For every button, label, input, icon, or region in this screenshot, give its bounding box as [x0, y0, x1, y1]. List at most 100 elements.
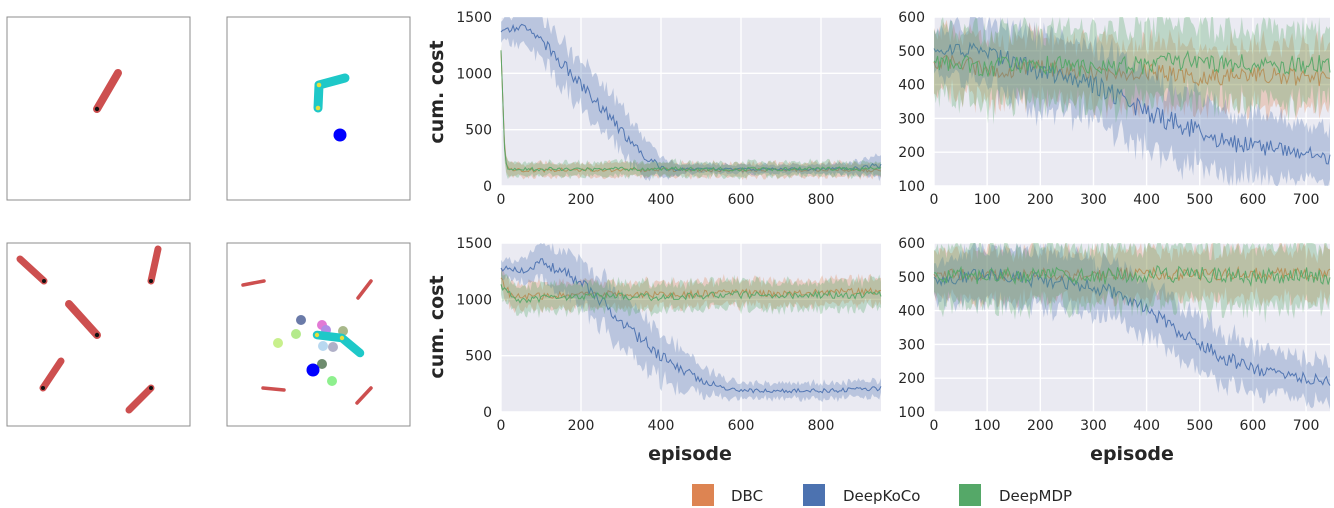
- distractor-pole: [241, 279, 266, 287]
- y-tick-label: 500: [465, 349, 492, 365]
- x-tick-label: 700: [1293, 418, 1320, 434]
- pendulum-pivot: [42, 279, 46, 283]
- x-tick-label: 300: [1080, 418, 1107, 434]
- plot-area: 0 100 200 300 400 500 600 700 100 200 300 400 500 600: [898, 10, 1331, 208]
- y-tick-label: 600: [898, 236, 925, 252]
- distractor-pole: [147, 245, 162, 285]
- x-tick-label: 400: [648, 192, 675, 208]
- line-deepmdp: [933, 49, 1331, 77]
- y-tick-label: 1000: [456, 292, 492, 308]
- plot-area: 0 200 400 600 800 0 500 1000 1500: [456, 10, 882, 208]
- chart-top-right: 0 100 200 300 400 500 600 700 100 200 300 400 500 600: [898, 10, 1331, 208]
- y-tick-label: 0: [483, 405, 492, 421]
- distractor-ball: [291, 329, 301, 339]
- distractor-ball: [338, 326, 348, 336]
- y-tick-label: 500: [898, 44, 925, 60]
- legend-label-deepkoco: DeepKoCo: [843, 487, 920, 505]
- x-tick-label: 100: [974, 192, 1001, 208]
- x-tick-label: 600: [1240, 418, 1267, 434]
- x-tick-label: 400: [1133, 192, 1160, 208]
- band-deepkoco: [501, 17, 881, 182]
- env-pendulum-distractors: [6, 242, 191, 427]
- line-deepkoco: [933, 266, 1331, 386]
- legend: DBC DeepKoCo DeepMDP: [692, 484, 1072, 506]
- x-tick-label: 400: [648, 418, 675, 434]
- distractor-ball: [273, 338, 283, 348]
- x-tick-label: 800: [808, 192, 835, 208]
- line-dbc: [933, 54, 1331, 87]
- plot-background: [501, 243, 881, 412]
- y-axis-label: cum. cost: [426, 275, 448, 378]
- x-tick-label: 400: [1133, 418, 1160, 434]
- y-tick-label: 500: [465, 123, 492, 139]
- x-tick-label: 0: [930, 418, 939, 434]
- x-tick-label: 500: [1186, 192, 1213, 208]
- band-deepmdp: [934, 243, 1330, 323]
- distractor-ball: [327, 376, 337, 386]
- y-axis-label: cum. cost: [426, 40, 448, 143]
- y-tick-label: 400: [898, 78, 925, 94]
- y-tick-label: 300: [898, 337, 925, 353]
- y-tick-label: 1500: [456, 10, 492, 26]
- pendulum-pivot: [94, 106, 100, 112]
- band-deepmdp: [934, 17, 1330, 125]
- x-tick-label: 0: [497, 418, 506, 434]
- x-tick-label: 0: [930, 192, 939, 208]
- line-dbc: [500, 50, 882, 173]
- pendulum-pole: [93, 69, 122, 113]
- distractor-ball: [296, 315, 306, 325]
- y-tick-label: 400: [898, 304, 925, 320]
- x-tick-label: 600: [728, 192, 755, 208]
- plot-area: 0 200 400 600 800 0 500 1000 1500: [456, 236, 882, 434]
- chart-bottom-right: 0 100 200 300 400 500 600 700 100 200 300 400 500 600…: [898, 236, 1331, 465]
- legend-label-deepmdp: DeepMDP: [999, 487, 1072, 505]
- x-tick-label: 0: [497, 192, 506, 208]
- x-tick-label: 600: [728, 418, 755, 434]
- x-tick-label: 200: [568, 418, 595, 434]
- x-tick-label: 300: [1080, 192, 1107, 208]
- x-tick-label: 500: [1186, 418, 1213, 434]
- legend-swatch-deepmdp: [959, 484, 981, 506]
- y-tick-label: 200: [898, 145, 925, 161]
- x-tick-label: 200: [568, 192, 595, 208]
- distractor-ball: [318, 341, 328, 351]
- x-axis-label: episode: [1090, 443, 1174, 465]
- y-tick-label: 200: [898, 371, 925, 387]
- pendulum-pivot: [149, 279, 153, 283]
- y-tick-label: 1000: [456, 66, 492, 82]
- band-deepmdp: [501, 43, 881, 180]
- chart-bottom-left: 0 200 400 600 800 0 500 1000 1500 cum. cost epis…: [426, 236, 882, 465]
- x-tick-label: 600: [1240, 192, 1267, 208]
- y-tick-label: 600: [898, 10, 925, 26]
- y-tick-label: 1500: [456, 236, 492, 252]
- band-dbc: [501, 44, 881, 181]
- distractor-ball: [328, 342, 338, 352]
- legend-swatch-deepkoco: [803, 484, 825, 506]
- distractor-pole: [261, 386, 286, 392]
- legend-swatch-dbc: [692, 484, 714, 506]
- goal-marker: [306, 363, 320, 377]
- y-tick-label: 500: [898, 270, 925, 286]
- x-tick-label: 100: [974, 418, 1001, 434]
- line-deepmdp: [934, 265, 1331, 287]
- x-tick-label: 700: [1293, 192, 1320, 208]
- pendulum-pole: [65, 300, 101, 339]
- x-tick-label: 800: [808, 418, 835, 434]
- distractor-ball: [317, 359, 327, 369]
- plot-background: [501, 17, 881, 186]
- distractor-pole: [355, 386, 373, 405]
- arm-joint: [316, 82, 322, 88]
- pendulum-pivot: [94, 332, 100, 338]
- distractor-pole: [39, 357, 65, 392]
- y-tick-label: 300: [898, 111, 925, 127]
- distractor-pole: [356, 279, 373, 300]
- distractor-pole: [125, 384, 155, 414]
- y-tick-label: 100: [898, 405, 925, 421]
- arm-joint: [339, 335, 345, 341]
- y-tick-label: 0: [483, 179, 492, 195]
- chart-top-left: 0 200 400 600 800 0 500 1000 1500 cum. cost: [426, 10, 882, 208]
- x-tick-label: 200: [1027, 418, 1054, 434]
- env-pendulum-clean: [6, 16, 191, 201]
- pendulum-pivot: [149, 386, 153, 390]
